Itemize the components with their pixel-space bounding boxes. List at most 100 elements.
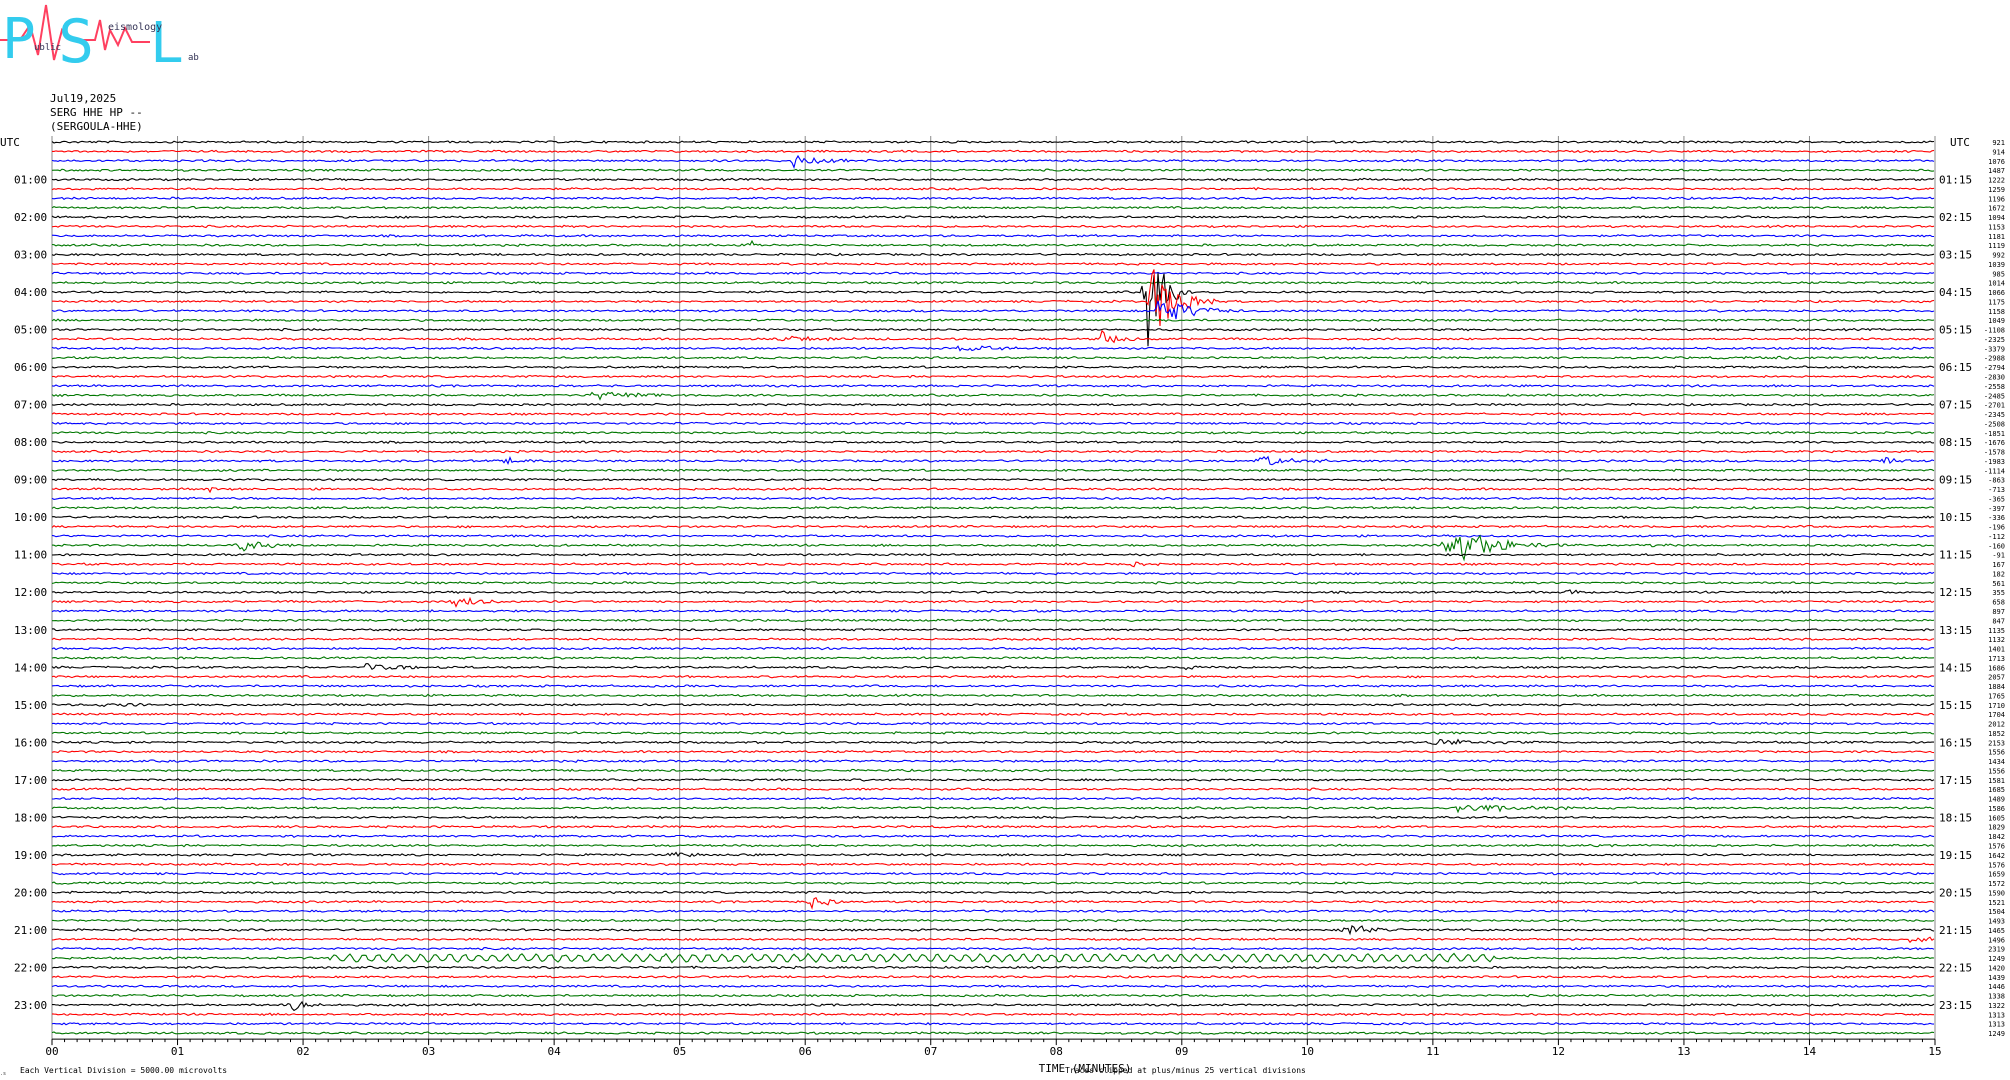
seismic-trace: [51, 421, 1935, 426]
trace-offset-label: -112: [1988, 533, 2005, 541]
trace-offset-label: 1489: [1988, 796, 2005, 804]
trace-offset-label: 1576: [1988, 843, 2005, 851]
right-hour-label: 07:15: [1939, 399, 1972, 412]
trace-offset-label: 1066: [1988, 289, 2005, 297]
seismic-trace: [51, 589, 1935, 595]
seismic-trace: [51, 402, 1935, 407]
trace-offset-label: 1572: [1988, 880, 2005, 888]
recording-date: Jul19,2025: [50, 92, 117, 105]
left-hour-label: 19:00: [14, 849, 47, 862]
x-tick-label: 00: [45, 1045, 58, 1058]
seismic-trace: [51, 271, 1935, 276]
station-name: (SERGOULA-HHE): [50, 120, 143, 133]
x-tick-label: 02: [296, 1045, 309, 1058]
trace-offset-label: -365: [1988, 495, 2005, 503]
seismic-trace: [51, 796, 1935, 801]
seismic-trace: [51, 383, 1935, 388]
trace-offset-label: 1249: [1988, 955, 2005, 963]
seismic-trace: [51, 468, 1935, 473]
seismic-trace: [51, 702, 1935, 708]
seismic-trace: [51, 731, 1935, 735]
trace-offset-label: 1576: [1988, 861, 2005, 869]
trace-offset-label: 992: [1992, 252, 2005, 260]
seismic-trace: [51, 168, 1935, 173]
right-hour-label: 19:15: [1939, 849, 1972, 862]
trace-offset-label: -1114: [1984, 467, 2005, 475]
seismic-trace: [52, 269, 1935, 327]
seismic-trace: [52, 618, 1935, 623]
trace-offset-label: 1590: [1988, 889, 2005, 897]
seismic-trace: [51, 561, 1935, 568]
x-tick-label: 08: [1050, 1045, 1063, 1058]
trace-offset-label: 1153: [1988, 223, 2005, 231]
trace-offset-label: 1196: [1988, 195, 2005, 203]
left-hour-label: 02:00: [14, 211, 47, 224]
trace-offset-label: 1259: [1988, 186, 2005, 194]
trace-offset-label: 1642: [1988, 852, 2005, 860]
seismic-trace: [51, 391, 1935, 401]
trace-offset-label: 1504: [1988, 908, 2005, 916]
seismic-trace: [51, 239, 1935, 248]
trace-offset-label: 1322: [1988, 1002, 2005, 1010]
x-tick-label: 10: [1301, 1045, 1314, 1058]
trace-offset-label: -1108: [1984, 327, 2005, 335]
seismic-trace: [51, 684, 1935, 688]
seismic-trace: [51, 187, 1935, 191]
trace-offset-label: 355: [1992, 589, 2005, 597]
seismic-trace: [51, 318, 1935, 323]
trace-offset-label: 921: [1992, 139, 2005, 147]
seismic-trace: [51, 252, 1935, 257]
trace-offset-label: 2012: [1988, 721, 2005, 729]
left-hour-label: 06:00: [14, 361, 47, 374]
trace-offset-label: -1983: [1984, 458, 2005, 466]
seismic-trace: [51, 505, 1935, 510]
left-hour-label: 11:00: [14, 549, 47, 562]
logo-letter-p: P: [2, 7, 36, 70]
seismic-trace: [51, 738, 1934, 746]
right-hour-label: 17:15: [1939, 774, 1972, 787]
x-tick-label: 13: [1677, 1045, 1690, 1058]
trace-offset-label: 1132: [1988, 636, 2005, 644]
right-hour-label: 15:15: [1939, 699, 1972, 712]
seismic-trace: [51, 804, 1935, 814]
left-hour-label: 13:00: [14, 624, 47, 637]
trace-offset-label: -713: [1988, 486, 2005, 494]
right-hour-label: 08:15: [1939, 436, 1972, 449]
seismic-trace: [51, 1031, 1935, 1035]
seismic-trace: [51, 851, 1935, 858]
trace-offset-label: -2701: [1984, 402, 2005, 410]
trace-offset-label: 1465: [1988, 927, 2005, 935]
seismic-trace: [51, 215, 1935, 219]
seismic-trace: [51, 952, 1935, 964]
right-hour-label: 06:15: [1939, 361, 1972, 374]
left-hour-label: 16:00: [14, 736, 47, 749]
trace-offset-label: 1249: [1988, 1030, 2005, 1038]
seismic-trace: [51, 224, 1935, 229]
trace-offset-label: 1685: [1988, 786, 2005, 794]
trace-offset-label: 1119: [1988, 242, 2005, 250]
x-tick-label: 12: [1552, 1045, 1565, 1058]
trace-offset-label: -863: [1988, 477, 2005, 485]
seismic-trace: [51, 440, 1935, 445]
left-hour-label: 23:00: [14, 999, 47, 1012]
right-hour-label: 13:15: [1939, 624, 1972, 637]
trace-offset-label: 1338: [1988, 993, 2005, 1001]
trace-offset-label: -2988: [1984, 355, 2005, 363]
seismic-trace: [51, 449, 1935, 454]
seismic-trace: [51, 1012, 1934, 1017]
seismic-trace: [51, 749, 1935, 754]
x-tick-label: 09: [1175, 1045, 1188, 1058]
x-axis-label: TIME (MINUTES): [1039, 1062, 1132, 1075]
seismic-trace: [51, 345, 1935, 352]
trace-offset-label: 1487: [1988, 167, 2005, 175]
trace-offset-label: -1578: [1984, 449, 2005, 457]
left-hour-label: 04:00: [14, 286, 47, 299]
trace-offset-label: 1313: [1988, 1021, 2005, 1029]
seismic-trace: [51, 924, 1935, 936]
seismic-trace: [51, 637, 1935, 641]
trace-offset-label: 1765: [1988, 692, 2005, 700]
trace-offset-label: 1659: [1988, 871, 2005, 879]
x-tick-label: 15: [1928, 1045, 1941, 1058]
